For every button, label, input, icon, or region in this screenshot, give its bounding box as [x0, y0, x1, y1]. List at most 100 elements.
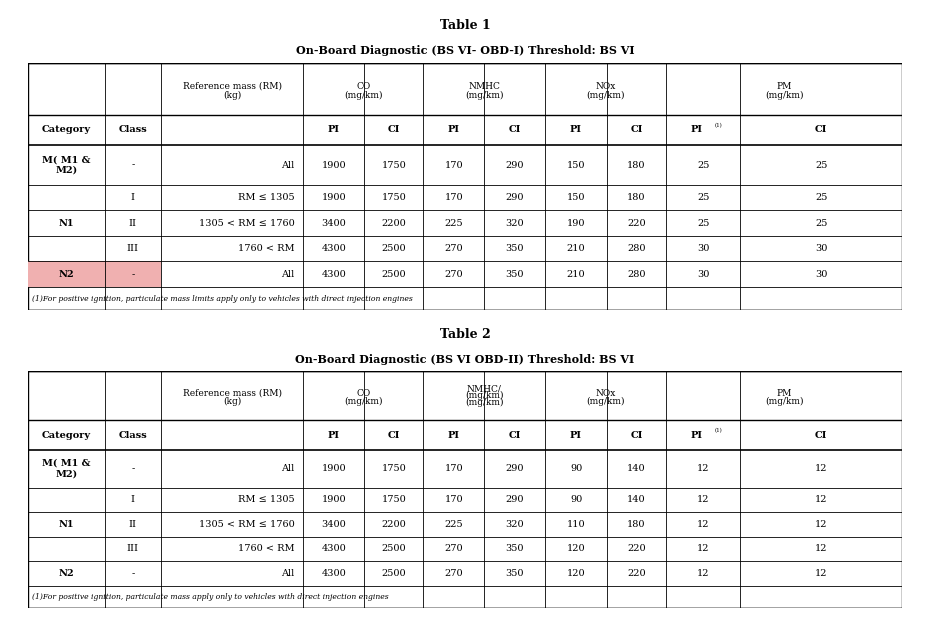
Text: 2500: 2500	[381, 244, 406, 253]
Text: 320: 320	[506, 219, 525, 228]
Text: 220: 220	[627, 569, 645, 578]
Text: 170: 170	[445, 193, 463, 202]
Text: (mg/km): (mg/km)	[587, 91, 625, 100]
Text: PI: PI	[447, 430, 459, 440]
Text: All: All	[281, 161, 295, 169]
Text: (mg/km): (mg/km)	[587, 397, 625, 406]
Text: (1): (1)	[715, 123, 723, 128]
Text: RM ≤ 1305: RM ≤ 1305	[238, 193, 295, 202]
Text: 25: 25	[815, 161, 828, 169]
Text: On-Board Diagnostic (BS VI- OBD-I) Threshold: BS VI: On-Board Diagnostic (BS VI- OBD-I) Thres…	[296, 45, 634, 56]
Text: RM ≤ 1305: RM ≤ 1305	[238, 495, 295, 505]
Text: N2: N2	[59, 270, 74, 279]
Text: (mg/km): (mg/km)	[465, 399, 503, 407]
Text: N1: N1	[59, 219, 74, 228]
Text: 270: 270	[445, 569, 463, 578]
Text: PI: PI	[690, 125, 702, 135]
Text: (kg): (kg)	[223, 91, 241, 100]
Text: N1: N1	[59, 520, 74, 529]
Text: PM: PM	[777, 82, 791, 91]
Text: 1900: 1900	[322, 464, 346, 473]
Text: 270: 270	[445, 270, 463, 279]
Text: PI: PI	[570, 125, 582, 135]
Text: 120: 120	[566, 569, 585, 578]
Text: 1750: 1750	[381, 464, 406, 473]
Text: 12: 12	[697, 520, 710, 529]
Text: 25: 25	[697, 219, 710, 228]
Text: (mg/km): (mg/km)	[764, 397, 804, 406]
Text: 225: 225	[445, 520, 463, 529]
Text: 270: 270	[445, 244, 463, 253]
Text: PI: PI	[328, 125, 339, 135]
Text: 1750: 1750	[381, 161, 406, 169]
Text: 280: 280	[627, 244, 645, 253]
Text: 170: 170	[445, 464, 463, 473]
Text: 3400: 3400	[322, 520, 346, 529]
Text: Reference mass (RM): Reference mass (RM)	[182, 82, 282, 91]
Text: PM: PM	[777, 389, 791, 397]
Text: 140: 140	[627, 495, 645, 505]
Text: 220: 220	[627, 544, 645, 553]
Text: NMHC: NMHC	[469, 82, 500, 91]
Text: 350: 350	[506, 544, 525, 553]
Text: -: -	[131, 464, 135, 473]
Text: Class: Class	[118, 125, 147, 135]
Text: 140: 140	[627, 464, 645, 473]
Text: 150: 150	[566, 193, 585, 202]
Text: PI: PI	[447, 125, 459, 135]
Text: 2500: 2500	[381, 569, 406, 578]
Text: NOx: NOx	[595, 389, 616, 397]
Text: NMHC/: NMHC/	[467, 385, 501, 394]
Text: 90: 90	[570, 495, 582, 505]
Text: 12: 12	[815, 464, 828, 473]
Text: Class: Class	[118, 430, 147, 440]
Text: 25: 25	[815, 193, 828, 202]
Text: 90: 90	[570, 464, 582, 473]
Text: -: -	[131, 161, 135, 169]
Text: (1)For positive ignition, particulate mass limits apply only to vehicles with di: (1)For positive ignition, particulate ma…	[33, 294, 413, 303]
Text: III: III	[126, 544, 139, 553]
Text: 1750: 1750	[381, 193, 406, 202]
Text: 12: 12	[697, 495, 710, 505]
Text: Table 1: Table 1	[440, 19, 490, 32]
Text: 12: 12	[815, 569, 828, 578]
Text: 225: 225	[445, 219, 463, 228]
Text: 30: 30	[697, 270, 710, 279]
Text: 1900: 1900	[322, 193, 346, 202]
Text: CO: CO	[356, 82, 370, 91]
Text: 180: 180	[627, 520, 645, 529]
Text: 12: 12	[697, 569, 710, 578]
Text: 1900: 1900	[322, 495, 346, 505]
Text: 1305 < RM ≤ 1760: 1305 < RM ≤ 1760	[199, 520, 295, 529]
Text: 280: 280	[627, 270, 645, 279]
Text: 4300: 4300	[322, 569, 346, 578]
Text: -: -	[131, 569, 135, 578]
Text: 4300: 4300	[322, 244, 346, 253]
Text: 25: 25	[697, 161, 710, 169]
Text: CI: CI	[815, 125, 828, 135]
Text: 350: 350	[506, 569, 525, 578]
Text: CI: CI	[388, 125, 400, 135]
Text: (mg/km): (mg/km)	[344, 91, 382, 100]
Text: II: II	[128, 520, 137, 529]
Text: Table 2: Table 2	[440, 328, 490, 341]
Text: NOx: NOx	[595, 82, 616, 91]
Text: 25: 25	[815, 219, 828, 228]
Text: PI: PI	[328, 430, 339, 440]
Text: CI: CI	[631, 125, 643, 135]
Text: 3400: 3400	[322, 219, 346, 228]
Text: 12: 12	[697, 464, 710, 473]
Bar	[28, 262, 161, 287]
Text: 1760 < RM: 1760 < RM	[238, 244, 295, 253]
Text: (kg): (kg)	[223, 397, 241, 406]
Text: 210: 210	[566, 270, 585, 279]
Text: -: -	[131, 270, 135, 279]
Text: 4300: 4300	[322, 270, 346, 279]
Text: 12: 12	[815, 544, 828, 553]
Text: 180: 180	[627, 161, 645, 169]
Text: 1305 < RM ≤ 1760: 1305 < RM ≤ 1760	[199, 219, 295, 228]
Text: 2200: 2200	[381, 219, 406, 228]
Text: (1): (1)	[715, 428, 723, 433]
Text: CI: CI	[388, 430, 400, 440]
Text: Reference mass (RM): Reference mass (RM)	[182, 389, 282, 397]
